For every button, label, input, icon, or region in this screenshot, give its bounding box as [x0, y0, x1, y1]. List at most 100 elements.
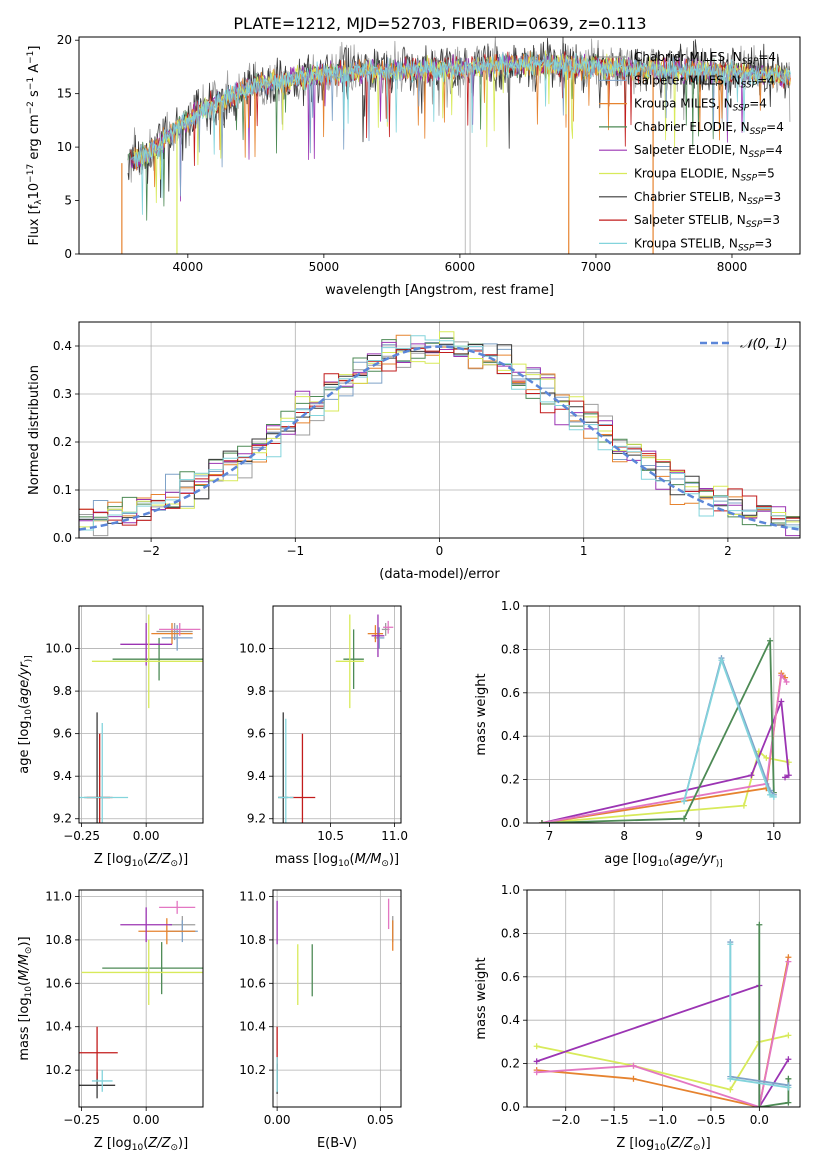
x-axis-label: (data-model)/error	[379, 567, 500, 582]
x-tick-label: −0.25	[63, 829, 100, 843]
label-part: (	[143, 1136, 148, 1151]
label-part: ]	[27, 46, 42, 51]
label-part: (	[666, 1136, 671, 1151]
errorbar-point-3	[343, 629, 364, 689]
y-tick-label: 0.0	[501, 1100, 520, 1114]
weight-marker	[533, 1069, 540, 1076]
x-tick-label: −0.25	[63, 1113, 100, 1127]
legend-entry: Chabrier ELODIE, NSSP=4	[634, 120, 784, 137]
legend-entry-name: Kroupa ELODIE, N	[634, 167, 741, 181]
label-part: age [log	[604, 852, 657, 867]
weight-marker	[767, 637, 774, 644]
legend-entry-count: =3	[762, 213, 780, 227]
y-tick-label: 10.8	[45, 933, 72, 947]
label-part: mass [log	[17, 997, 32, 1060]
legend-entry: Salpeter ELODIE, NSSP=4	[634, 143, 783, 160]
errorbar-point-4	[120, 907, 172, 943]
x-tick-label: −1.5	[600, 1113, 629, 1127]
legend-entry: Chabrier STELIB, NSSP=3	[634, 190, 781, 207]
y-axis-label: mass weight	[474, 957, 489, 1039]
legend-entry-sub: SSP	[746, 220, 763, 230]
y-tick-label: 0.2	[501, 1057, 520, 1071]
label-part: age/yr	[674, 852, 717, 867]
legend-entry-name: Kroupa STELIB, N	[634, 236, 738, 250]
label-part: −1	[26, 77, 36, 90]
y-tick-label: 10	[57, 140, 72, 154]
label-part: age/yr	[17, 661, 32, 704]
x-tick-label: 8	[620, 829, 628, 843]
y-tick-label: 10.0	[45, 642, 72, 656]
y-tick-label: 0.8	[501, 642, 520, 656]
errorbar-point-5	[335, 614, 364, 709]
errorbar-point-9	[159, 623, 201, 636]
errorbar-point-8	[91, 1070, 113, 1092]
axes-frame	[272, 889, 402, 1108]
legend-entry-sub: SSP	[748, 150, 765, 160]
axes-frame	[78, 889, 204, 1108]
weight-series-6	[683, 659, 775, 802]
label-part: A	[27, 64, 42, 77]
errorbar-point-7	[79, 1026, 118, 1079]
x-axis-label: Z [log10(Z/Z⊙)]	[94, 852, 188, 869]
label-part: Z/Z	[147, 1136, 171, 1151]
axes-frame	[526, 605, 801, 824]
x-tick-label: 4000	[173, 260, 204, 274]
x-tick-label: 0.00	[264, 1113, 291, 1127]
y-tick-label: 5	[64, 194, 72, 208]
legend-entry: Kroupa ELODIE, NSSP=5	[634, 167, 775, 184]
x-axis-label: wavelength [Angstrom, rest frame]	[325, 283, 554, 298]
y-tick-label: 0.3	[53, 387, 72, 401]
weight-marker	[727, 941, 734, 948]
weight-series-4	[758, 924, 790, 1107]
weight-marker	[630, 1075, 637, 1082]
y-tick-label: 10.6	[45, 976, 72, 990]
y-tick-label: 9.8	[247, 684, 266, 698]
label-part: 10	[132, 1143, 144, 1153]
x-tick-label: 8000	[717, 260, 748, 274]
y-tick-label: 10.8	[239, 933, 266, 947]
legend-entry-count: =4	[758, 50, 776, 64]
errorbar-point-9	[383, 620, 394, 634]
y-tick-label: 0.4	[501, 1013, 520, 1027]
weight-marker	[727, 1075, 734, 1082]
label-part: )]	[178, 1136, 188, 1151]
plot-area	[79, 606, 203, 823]
axes-frame	[526, 889, 801, 1108]
label-part: s	[27, 90, 42, 101]
legend-entry-sub: SSP	[747, 197, 764, 207]
weight-series-4	[541, 639, 775, 823]
y-tick-label: 10.0	[239, 642, 266, 656]
weight-marker	[785, 1084, 792, 1091]
x-tick-label: −0.5	[696, 1113, 725, 1127]
label-part: )]	[716, 859, 723, 869]
label-part: 10	[24, 986, 34, 998]
y-tick-label: 9.6	[247, 727, 266, 741]
weight-marker	[748, 772, 755, 779]
legend-entry-count: =3	[764, 190, 782, 204]
panel-mass-age: 10.5 11.0 9.2 9.4 9.6 9.8 10.0 mass [log10(M/M⊙…	[239, 605, 408, 869]
label-part: ⊙	[24, 947, 34, 955]
y-tick-label: 10.6	[239, 976, 266, 990]
errorbar-point-4	[120, 623, 172, 666]
y-tick-label: 9.4	[247, 769, 266, 783]
label-part: ⊙	[170, 1143, 178, 1153]
x-tick-label: 0.00	[133, 829, 160, 843]
weight-marker	[785, 1075, 792, 1082]
weight-marker	[778, 698, 785, 705]
normal-reference-curve	[79, 345, 800, 531]
errorbar-point-3	[112, 637, 203, 681]
y-tick-label: 10.2	[239, 1063, 266, 1077]
legend-entry-name: Kroupa MILES, N	[634, 97, 733, 111]
weight-marker	[681, 815, 688, 822]
panel-ebv-mass: 0.00 0.05 10.2 10.4 10.6 10.8 11.0 E(B-V)	[239, 889, 402, 1151]
y-tick-label: 0.4	[501, 729, 520, 743]
label-part: (	[17, 704, 32, 709]
weight-series-3	[541, 674, 788, 823]
x-tick-label: −1.0	[648, 1113, 677, 1127]
x-tick-label: 2	[724, 544, 732, 558]
weight-marker	[767, 791, 774, 798]
y-tick-label: 10.2	[45, 1063, 72, 1077]
label-part: erg cm	[27, 114, 42, 163]
